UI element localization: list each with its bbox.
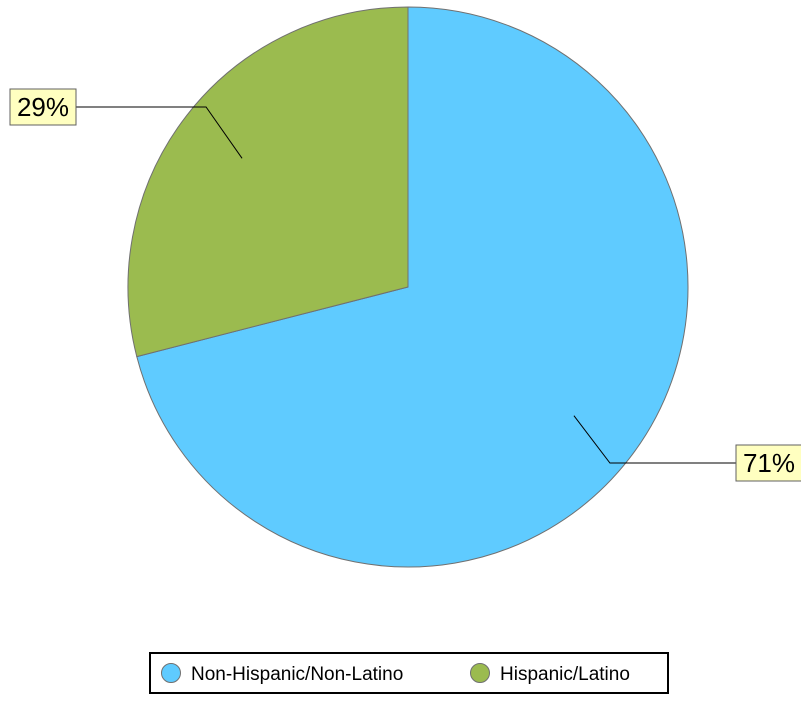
legend-frame [149, 652, 669, 694]
legend-label-non-hispanic-non-latino: Non-Hispanic/Non-Latino [191, 664, 403, 685]
legend-label-hispanic-latino: Hispanic/Latino [500, 664, 630, 685]
leader-line-hispanic-latino [76, 106, 243, 159]
legend-marker-hispanic-latino [470, 663, 490, 683]
pie-slice-non-hispanic-non-latino [136, 6, 689, 568]
data-labels: 71% 29% [9, 88, 801, 482]
pie-slices [127, 6, 689, 568]
legend: Non-Hispanic/Non-Latino Hispanic/Latino [149, 652, 669, 694]
data-label-box-non-hispanic-non-latino [735, 444, 801, 482]
pie-slice-hispanic-latino [127, 6, 409, 358]
data-label-non-hispanic-non-latino: 71% [743, 448, 795, 478]
leader-lines [76, 106, 736, 464]
leader-line-non-hispanic-non-latino [573, 415, 736, 464]
data-label-box-hispanic-latino [9, 88, 77, 126]
legend-marker-non-hispanic-non-latino [161, 663, 181, 683]
data-label-hispanic-latino: 29% [17, 92, 69, 122]
